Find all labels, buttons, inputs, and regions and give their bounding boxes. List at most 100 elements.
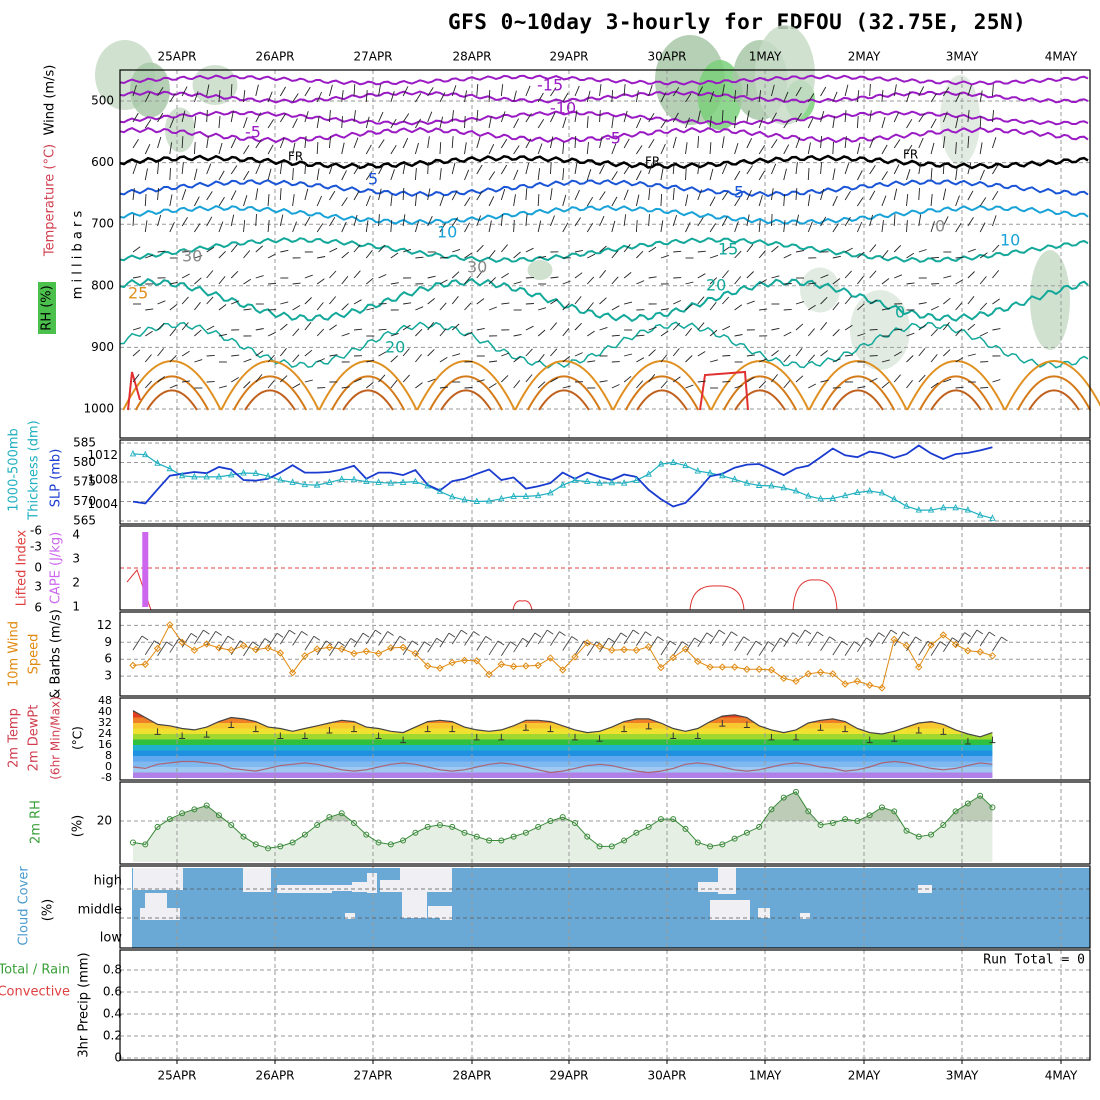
- wind-barb: [832, 302, 840, 311]
- wind-barb: [341, 251, 349, 259]
- wind-barb: [132, 246, 141, 253]
- wind10m-barb: [755, 640, 763, 646]
- wind10m-barb: [427, 638, 438, 653]
- ylabel-precip: 3hr Precip (mm): [77, 952, 92, 1057]
- temp-band: [133, 734, 993, 740]
- rh-line-point: [203, 802, 210, 809]
- wind-barb: [587, 330, 595, 337]
- wind-barb: [267, 194, 270, 207]
- wind-barb: [918, 214, 922, 227]
- wind-barb: [586, 169, 592, 181]
- wind-barb: [624, 353, 633, 357]
- wind10m-barb: [488, 640, 499, 656]
- temp-band: [133, 772, 993, 778]
- wind10m-barb: [636, 631, 646, 646]
- rh-line-point: [326, 814, 333, 821]
- thickness-point: [363, 477, 370, 485]
- wind-barb: [795, 375, 804, 383]
- wind-barb: [758, 358, 768, 363]
- wind-barb: [807, 93, 815, 103]
- wind10m-barb: [660, 640, 671, 656]
- wind-barb: [329, 247, 338, 253]
- wind-barb: [992, 298, 1000, 305]
- wind10m-barb: [338, 641, 345, 647]
- day-label-top: 26APR: [255, 50, 294, 64]
- wind-barb: [734, 250, 742, 259]
- thickness-point: [510, 492, 517, 499]
- ylabel-wind-a: 10m Wind: [7, 621, 22, 687]
- wind-barb: [439, 328, 447, 337]
- warm-contour: [416, 360, 516, 411]
- temp-tick-label: -8: [101, 771, 112, 784]
- wind-barb: [611, 334, 620, 337]
- thickness-point: [424, 481, 431, 489]
- wind-barb: [464, 115, 466, 129]
- panel-frame-cloud: [119, 865, 1091, 949]
- wind-barb: [894, 274, 903, 279]
- wind10m-barb: [906, 636, 916, 652]
- wind-barb: [181, 189, 187, 201]
- rh-shading: [192, 65, 238, 105]
- warm-contour: [232, 375, 308, 411]
- ylabel-cloud: Cloud Cover: [17, 866, 32, 946]
- wind-barb: [304, 136, 307, 149]
- wind10m-barb: [203, 629, 210, 635]
- wind-barb: [292, 93, 299, 103]
- wind-barb: [169, 194, 173, 207]
- wind-speed-point: [964, 647, 972, 655]
- wind-barb: [537, 92, 544, 103]
- wind-barb: [869, 377, 878, 383]
- wind-barb: [697, 189, 703, 201]
- wind-barb: [697, 162, 700, 175]
- wind-barb: [599, 270, 607, 279]
- wind-barb: [218, 116, 221, 129]
- below-surface-strip: [120, 410, 1090, 438]
- wind-barb: [807, 194, 811, 207]
- isotherm-line: [119, 277, 1089, 323]
- panel-frame-cape: [119, 525, 1091, 611]
- wind-barb: [549, 188, 553, 201]
- wind-barb: [672, 322, 681, 331]
- thickness-point: [498, 494, 505, 502]
- wind-barb: [500, 244, 508, 253]
- wind-speed-point: [166, 621, 174, 629]
- wind-barb: [341, 142, 345, 155]
- day-label-bottom: 27APR: [353, 1069, 392, 1083]
- wind-barb: [992, 379, 1001, 383]
- thickness-point: [866, 486, 873, 494]
- wind-barb: [574, 322, 582, 331]
- wind-barb: [525, 162, 530, 175]
- wind-barb: [255, 139, 262, 149]
- wind-barb: [292, 305, 301, 311]
- wind-barb: [378, 274, 387, 279]
- wind-barb: [279, 188, 282, 201]
- wind-barb: [365, 90, 368, 103]
- dewpoint-line: [132, 760, 993, 774]
- wind-barb: [783, 380, 791, 389]
- wind-barb: [979, 222, 986, 233]
- wind-barb: [476, 379, 485, 383]
- isotherm-label: -5: [605, 129, 621, 148]
- wind10m-barb: [424, 641, 431, 647]
- wind-barb: [721, 270, 729, 279]
- wind-barb: [304, 86, 311, 97]
- wind-barb: [942, 322, 950, 331]
- wind-barb: [832, 168, 836, 181]
- wind-barb: [795, 214, 800, 227]
- wind-barb: [967, 296, 975, 305]
- isotherm-line: [119, 321, 1089, 369]
- rh-line-point: [829, 820, 836, 826]
- wind-barb: [685, 117, 691, 129]
- wind10m-barb: [955, 632, 965, 647]
- wind-barb: [820, 379, 829, 383]
- wind-barb: [783, 91, 789, 103]
- thickness-point: [571, 476, 579, 483]
- wind-barb: [464, 169, 470, 181]
- wind-barb: [525, 374, 533, 383]
- wind-speed-point: [460, 656, 469, 665]
- wind-barb: [660, 308, 669, 311]
- wind-barb: [279, 348, 287, 357]
- wind10m-barb: [350, 638, 357, 643]
- wind-barb: [930, 305, 939, 311]
- wind-barb: [820, 274, 829, 279]
